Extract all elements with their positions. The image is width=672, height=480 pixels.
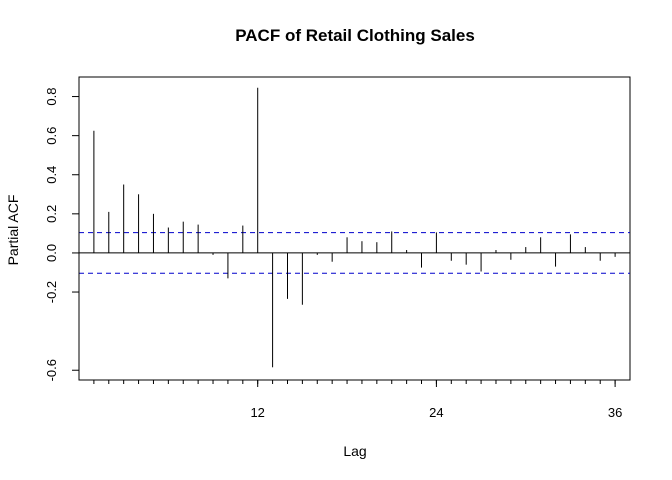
- y-tick-label: -0.6: [44, 359, 59, 381]
- plot-layer: 12 24 36 -0.6 -0.2 0.0 0.2 0.4 0.6 0.8: [44, 88, 630, 420]
- x-axis-label: Lag: [343, 443, 366, 459]
- x-tick-label: 12: [250, 405, 264, 420]
- chart-title: PACF of Retail Clothing Sales: [235, 26, 475, 45]
- x-tick-label: 36: [608, 405, 622, 420]
- y-tick-label: 0.2: [44, 205, 59, 223]
- y-tick-label: 0.4: [44, 166, 59, 184]
- y-axis-label: Partial ACF: [5, 195, 21, 266]
- y-tick-label: 0.8: [44, 88, 59, 106]
- y-tick-label: -0.2: [44, 281, 59, 303]
- x-tick-label: 24: [429, 405, 443, 420]
- plot-frame: [78, 76, 631, 381]
- y-tick-label: 0.0: [44, 244, 59, 262]
- y-tick-label: 0.6: [44, 127, 59, 145]
